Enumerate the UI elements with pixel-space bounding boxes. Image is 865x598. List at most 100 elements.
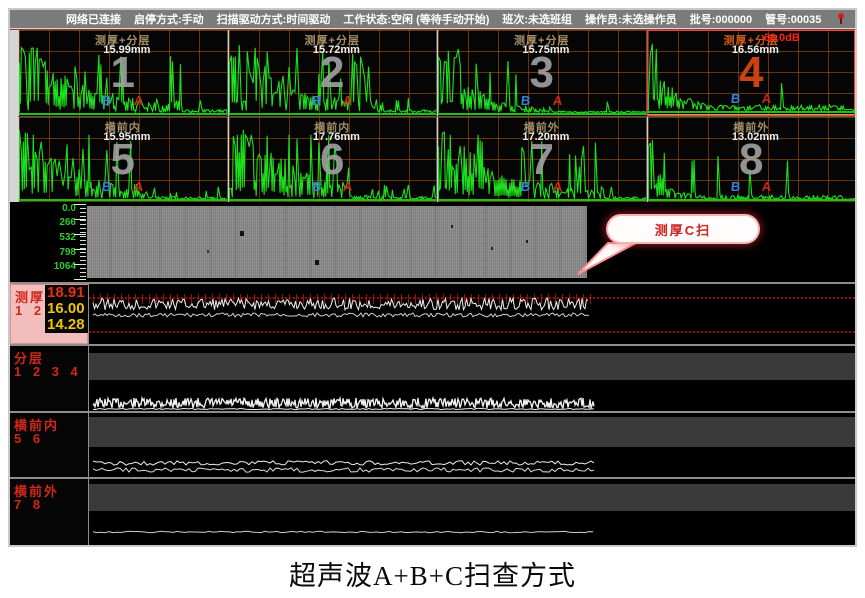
alarm-indicator-icon: A — [761, 179, 773, 194]
panel-thickness-value: 15.99mm — [103, 44, 151, 56]
status-startstop-mode: 启停方式:手动 — [134, 14, 204, 26]
cscan-callout-bubble: 测厚C扫 — [608, 216, 758, 242]
alarm-indicator-icon: A — [551, 179, 563, 194]
strip-label-thickness[interactable]: 测厚 1 2 3 18.91 16.00 14.28 — [10, 284, 89, 344]
ascan-baseline — [647, 199, 855, 201]
cscan-ruler-minor-ticks — [80, 204, 86, 280]
panel-number: 8 — [739, 134, 764, 184]
status-shift: 班次:未选班组 — [502, 14, 573, 26]
ascan-panel-5[interactable]: 横前内 15.95mm 5 B A — [18, 116, 227, 202]
panel-title: 测厚+分层 — [514, 35, 570, 47]
callout-tail — [577, 242, 637, 275]
strip-title: 分层 — [14, 351, 45, 366]
panel-number: 4 — [739, 48, 764, 97]
status-work-state: 工作状态:空闲 (等待手动开始) — [343, 14, 490, 26]
alarm-indicator-icon: A — [551, 92, 563, 108]
ascan-panel-7[interactable]: 横前外 17.20mm 7 B A — [437, 116, 646, 202]
thickness-value-1: 18.91 — [47, 284, 85, 301]
panel-title: 测厚+分层 — [95, 35, 151, 47]
ascan-waveform — [438, 48, 646, 114]
b-scan-indicator-icon: B — [520, 179, 532, 194]
alarm-indicator-icon: A — [132, 179, 144, 194]
b-scan-indicator-icon: B — [101, 179, 113, 194]
alarm-indicator-icon: A — [761, 90, 773, 106]
b-scan-indicator-icon: B — [101, 92, 113, 108]
panel-number: 3 — [529, 48, 554, 97]
panel-number: 6 — [320, 134, 345, 184]
panel-thickness-value: 17.76mm — [312, 130, 360, 143]
b-scan-indicator-icon: B — [730, 90, 742, 106]
ascan-baseline — [19, 112, 227, 115]
panel-title: 横前外 — [523, 121, 560, 134]
strip-title: 测厚 — [15, 290, 46, 305]
b-scan-indicator-icon: B — [311, 92, 323, 108]
bscan-strip-transverse-outer: 横前外 7 8 — [10, 477, 855, 545]
ascan-baseline — [438, 112, 646, 115]
panel-number: 1 — [110, 48, 135, 97]
b-scan-indicator-icon: B — [730, 179, 742, 194]
ascan-panel-8[interactable]: 横前外 13.02mm 8 B A — [646, 116, 855, 202]
ascan-waveform — [438, 130, 646, 200]
pin-icon — [836, 11, 846, 25]
bscan-trace-line — [93, 407, 594, 411]
panel-thickness-value: 15.72mm — [312, 44, 360, 56]
figure-caption: 超声波A+B+C扫查方式 — [289, 561, 576, 591]
bscan-trace-line — [92, 460, 595, 466]
panel-thickness-value: 17.20mm — [522, 130, 570, 143]
panel-title: 横前内 — [104, 121, 141, 134]
ascan-waveform — [647, 43, 855, 112]
strip-channels: 1 2 3 4 — [14, 364, 82, 379]
bscan-strip-thickness: 测厚 1 2 3 18.91 16.00 14.28 — [10, 282, 855, 344]
ascan-panel-4-selected[interactable]: 测厚+分层 68.0dB 16.56mm 4 B A — [646, 30, 855, 116]
panel-gain-value: 68.0dB — [763, 32, 800, 44]
panel-thickness-value: 15.75mm — [522, 44, 570, 56]
ascan-panel-2[interactable]: 测厚+分层 15.72mm 2 B A — [227, 30, 436, 116]
bscan-gray-band — [89, 484, 855, 511]
bscan-trace-line — [92, 296, 589, 312]
alarm-indicator-icon: A — [342, 179, 354, 194]
ascan-waveform — [19, 129, 227, 201]
cscan-axis-tick: 1064 — [53, 261, 76, 272]
panel-thickness-value: 15.95mm — [103, 130, 151, 143]
bscan-gray-band — [89, 417, 855, 447]
b-scan-indicator-icon: B — [520, 92, 532, 108]
bscan-trace-line — [92, 312, 590, 318]
ascan-baseline — [647, 110, 855, 113]
panel-title: 测厚+分层 — [723, 35, 779, 47]
thickness-value-2: 16.00 — [47, 300, 85, 317]
bscan-strip-transverse-inner: 横前内 5 6 — [10, 411, 855, 477]
panel-thickness-value: 16.56mm — [731, 44, 779, 56]
ascan-baseline — [228, 112, 436, 115]
ascan-panel-3[interactable]: 测厚+分层 15.75mm 3 B A — [437, 30, 646, 116]
ascan-baseline — [19, 199, 227, 201]
ascan-panel-1[interactable]: 测厚+分层 15.99mm 1 B A — [18, 30, 227, 116]
bscan-trace-transverse-outer — [88, 479, 855, 545]
panel-thickness-value: 13.02mm — [731, 130, 779, 143]
panel-title: 横前外 — [733, 121, 770, 134]
b-scan-indicator-icon: B — [311, 179, 323, 194]
cscan-axis-tick: 266 — [59, 217, 76, 228]
status-tube-no: 管号:00035 — [765, 14, 822, 26]
bscan-trace-lamination — [88, 346, 855, 411]
strip-label-transverse-inner[interactable]: 横前内 5 6 — [10, 413, 88, 477]
strip-label-transverse-outer[interactable]: 横前外 7 8 — [10, 479, 88, 545]
status-network: 网络已连接 — [66, 14, 121, 26]
ascan-baseline — [438, 199, 646, 201]
gate-line-lower — [89, 331, 855, 333]
ascan-panel-6[interactable]: 横前内 17.76mm 6 B A — [227, 116, 436, 202]
status-bar: 网络已连接 启停方式:手动 扫描驱动方式:时间驱动 工作状态:空闲 (等待手动开… — [10, 10, 855, 28]
bscan-gray-band — [89, 353, 855, 380]
cscan-axis-tick: 798 — [59, 247, 76, 258]
status-scan-drive-mode: 扫描驱动方式:时间驱动 — [216, 14, 331, 26]
strip-title: 横前内 — [14, 418, 60, 433]
strip-channels: 5 6 — [14, 431, 45, 446]
strip-label-lamination[interactable]: 分层 1 2 3 4 — [10, 346, 88, 411]
alarm-ticks — [93, 294, 593, 304]
ascan-waveform — [647, 139, 855, 201]
cscan-axis-tick: 0.0 — [62, 203, 76, 214]
thickness-readout-box: 18.91 16.00 14.28 — [45, 285, 89, 333]
ascan-waveform — [228, 44, 436, 114]
instrument-frame: 网络已连接 启停方式:手动 扫描驱动方式:时间驱动 工作状态:空闲 (等待手动开… — [8, 8, 857, 547]
bscan-trace-line — [92, 467, 595, 473]
